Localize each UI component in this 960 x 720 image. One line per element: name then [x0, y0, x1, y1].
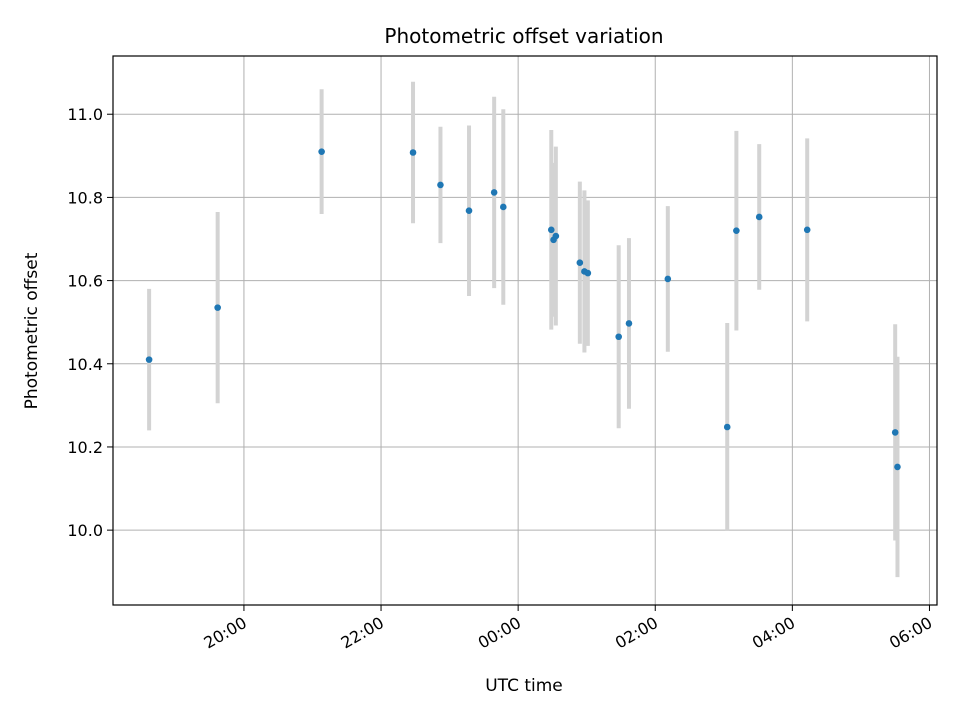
y-tick-label: 11.0	[67, 105, 103, 124]
data-point	[733, 227, 740, 234]
data-point	[499, 203, 507, 211]
chart-title: Photometric offset variation	[384, 24, 663, 48]
data-point	[803, 226, 811, 234]
y-tick-label: 10.6	[67, 272, 103, 291]
plot-frame	[112, 55, 938, 606]
data-point	[625, 320, 633, 327]
y-tick-label: 10.2	[67, 438, 103, 457]
data-point	[145, 356, 153, 363]
data-point	[409, 149, 417, 156]
data-point	[664, 275, 672, 283]
y-tick-label: 10.0	[67, 521, 103, 540]
data-point	[615, 333, 622, 341]
y-tick-label: 10.4	[67, 355, 103, 374]
x-axis-label: UTC time	[485, 676, 563, 696]
data-point	[490, 189, 498, 196]
y-tick-label: 10.8	[67, 188, 103, 207]
data-points	[145, 148, 901, 471]
data-point	[214, 304, 221, 311]
data-point	[891, 429, 899, 436]
grid	[113, 56, 937, 605]
data-point	[552, 232, 560, 240]
data-point	[723, 423, 731, 431]
data-point	[437, 181, 444, 189]
data-point	[755, 213, 763, 221]
y-axis-ticks: 10.0 10.2 10.4 10.6 10.8 11.0	[67, 105, 113, 540]
data-point	[576, 259, 584, 267]
data-point	[584, 269, 592, 277]
y-axis-label: Photometric offset	[22, 252, 42, 409]
data-point	[894, 463, 901, 471]
data-point	[465, 207, 473, 215]
data-point	[318, 148, 325, 155]
data-point	[547, 226, 555, 234]
